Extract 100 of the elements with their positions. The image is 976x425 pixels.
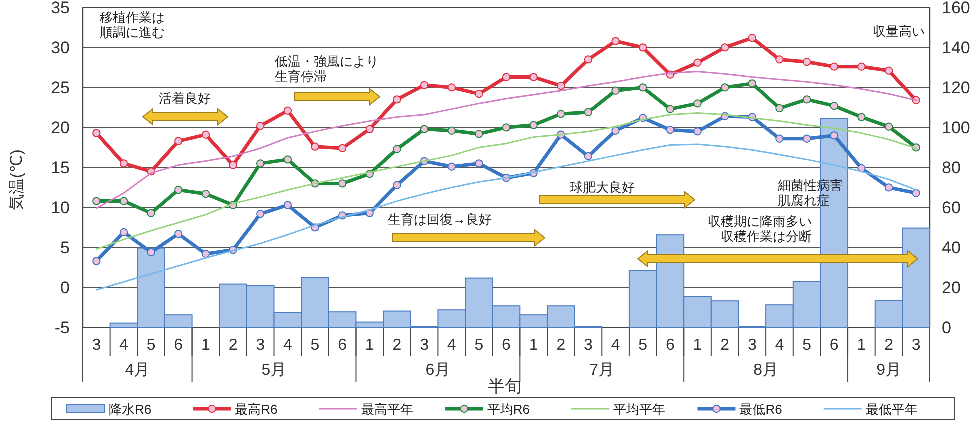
- x-tick-label: 3: [912, 337, 921, 354]
- x-tick-label: 2: [884, 337, 894, 354]
- point: [748, 80, 757, 88]
- y-tick-label: -5: [54, 318, 70, 338]
- point: [912, 189, 920, 198]
- point: [612, 86, 620, 95]
- point: [802, 96, 812, 104]
- x-tick-label: 6: [502, 337, 512, 354]
- y2-tick-label: 160: [942, 0, 970, 18]
- point: [393, 145, 402, 154]
- x-tick-label: 6: [338, 337, 348, 354]
- x-tick-label: 1: [529, 337, 538, 354]
- point: [120, 160, 128, 168]
- point: [748, 34, 757, 42]
- x-tick-label: 6: [830, 337, 839, 354]
- point: [338, 180, 347, 188]
- point: [284, 106, 292, 115]
- y-tick-label: 0: [60, 278, 70, 298]
- point: [284, 201, 292, 210]
- y-tick-label: 10: [51, 198, 70, 218]
- legend-label: 最高平年: [361, 402, 414, 417]
- point: [120, 228, 128, 237]
- x-tick-label: 3: [584, 337, 594, 354]
- y-tick-label: 35: [51, 0, 70, 18]
- y2-tick-label: 120: [942, 78, 970, 98]
- x-tick-label: 2: [392, 337, 402, 354]
- point: [776, 56, 784, 64]
- point: [584, 152, 593, 161]
- text: 5月: [262, 362, 287, 379]
- point: [557, 82, 566, 90]
- y2-tick-label: 20: [942, 278, 961, 298]
- point: [448, 84, 456, 92]
- point: [720, 44, 730, 52]
- annotation: 活着良好: [159, 91, 211, 106]
- text: 8月: [754, 362, 779, 379]
- x-tick-label: 4: [611, 337, 620, 354]
- y2-tick-label: 80: [942, 158, 961, 178]
- point: [584, 56, 593, 64]
- point: [393, 181, 402, 190]
- x-axis-title: 半旬: [488, 377, 522, 396]
- point: [858, 62, 866, 71]
- x-tick-label: 3: [748, 337, 757, 354]
- point: [448, 162, 456, 171]
- point: [639, 44, 648, 52]
- y-tick-label: 25: [51, 78, 70, 98]
- x-tick-label: 3: [420, 337, 430, 354]
- legend-label: 最低R6: [740, 402, 782, 417]
- point: [884, 66, 894, 75]
- y-tick-label: 15: [51, 158, 70, 178]
- x-tick-label: 4: [775, 337, 784, 354]
- point: [256, 210, 265, 218]
- point: [612, 126, 620, 135]
- annotation: 収穫期に降雨多い収穫作業は分断: [708, 214, 812, 244]
- point: [884, 184, 894, 192]
- point: [147, 248, 156, 257]
- x-tick-label: 1: [365, 337, 374, 354]
- x-tick-label: 1: [693, 337, 702, 354]
- point: [666, 126, 675, 134]
- point: [256, 122, 265, 130]
- point: [338, 144, 347, 153]
- legend-label: 平均平年: [614, 402, 666, 417]
- point: [174, 137, 183, 146]
- point: [502, 73, 511, 82]
- y-axis-title: 気温(℃): [9, 150, 26, 210]
- legend-label: 最低平年: [866, 402, 918, 417]
- annotation: 低温・強風により生育停滞: [275, 54, 379, 84]
- point: [830, 62, 838, 71]
- point: [830, 102, 838, 110]
- x-tick-label: 5: [146, 337, 156, 354]
- legend-label: 最高R6: [235, 402, 278, 417]
- point: [420, 125, 429, 134]
- point: [694, 58, 702, 67]
- point: [92, 257, 101, 266]
- point: [393, 96, 402, 104]
- x-tick-label: 3: [92, 337, 102, 354]
- y-tick-label: 20: [51, 118, 70, 138]
- x-tick-label: 6: [666, 337, 675, 354]
- point: [475, 130, 484, 138]
- x-tick-label: 5: [310, 337, 320, 354]
- annotation: 収量高い: [873, 24, 925, 39]
- point: [858, 113, 866, 122]
- point: [448, 126, 456, 135]
- text: 4月: [125, 362, 150, 379]
- point: [311, 142, 320, 151]
- x-tick-label: 2: [228, 337, 238, 354]
- text: 6月: [426, 362, 451, 379]
- y2-tick-label: 140: [942, 38, 970, 58]
- point: [202, 190, 210, 198]
- point: [557, 110, 566, 118]
- point: [639, 84, 648, 92]
- point: [147, 209, 156, 218]
- point: [776, 134, 784, 143]
- y2-tick-label: 60: [942, 198, 961, 218]
- point: [284, 156, 292, 164]
- point: [694, 128, 702, 136]
- x-tick-label: 4: [283, 337, 292, 354]
- point: [475, 160, 484, 168]
- point: [92, 197, 101, 206]
- text: 7月: [590, 362, 615, 379]
- x-tick-label: 1: [202, 337, 210, 354]
